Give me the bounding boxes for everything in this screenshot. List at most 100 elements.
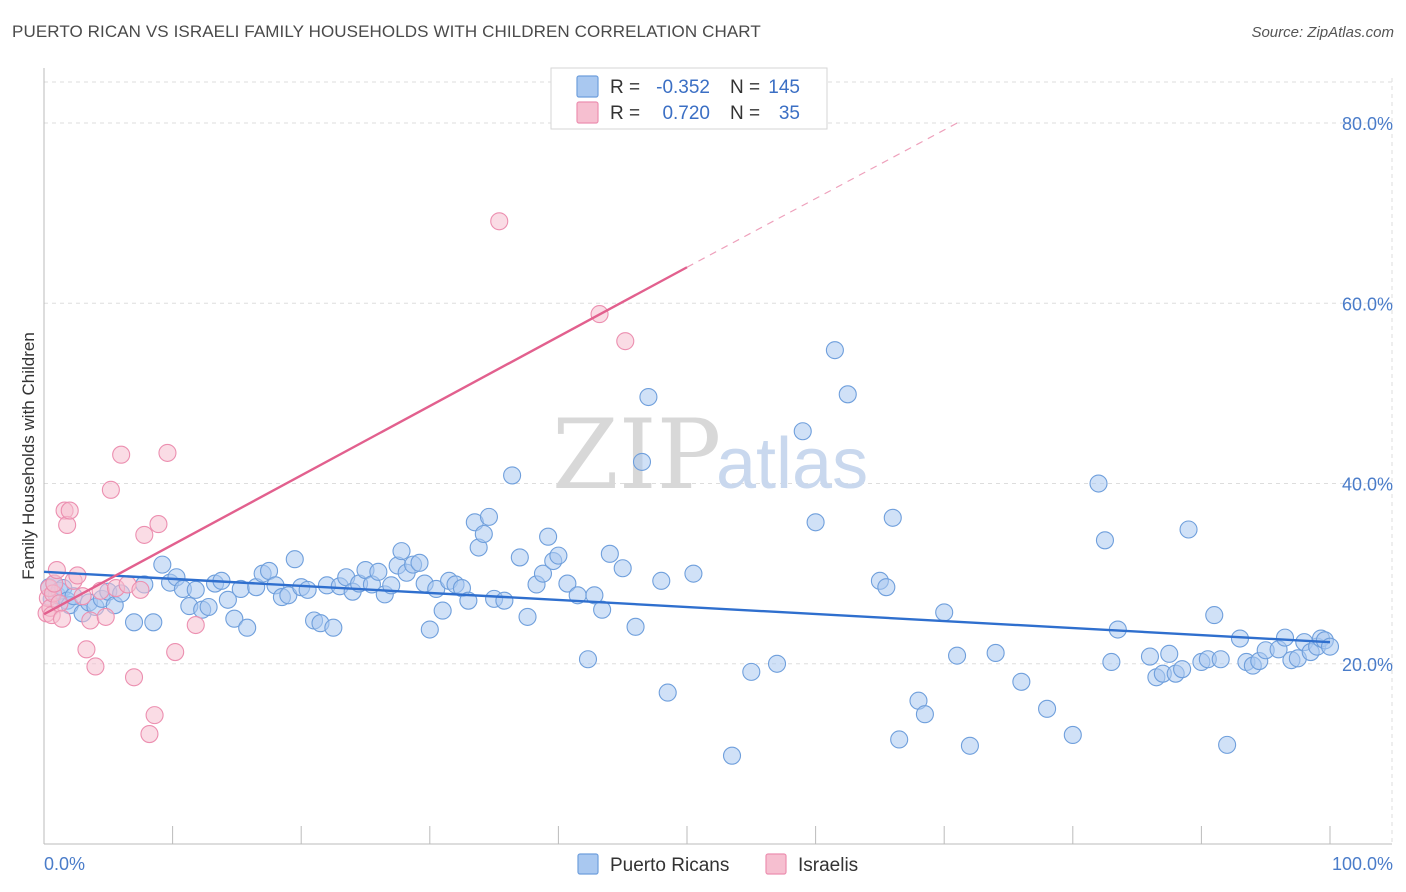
israeli-point-26 (131, 580, 150, 599)
bottom-legend-swatch-israelis (765, 853, 787, 875)
puerto-rican-point-16 (124, 613, 144, 632)
legend-r-value-puerto-ricans: -0.352 (656, 77, 710, 98)
legend-box: R = -0.352 N = 145 R = 0.720 N = 35 (550, 67, 828, 130)
israeli-point-16 (77, 640, 96, 659)
puerto-rican-point-115 (1089, 474, 1108, 493)
puerto-rican-point-93 (658, 683, 677, 702)
legend-n-value-israelis: 35 (779, 103, 800, 124)
puerto-rican-point-59 (410, 553, 429, 572)
puerto-rican-point-73 (495, 591, 514, 610)
israeli-point-25 (124, 668, 144, 687)
israeli-point-9 (52, 609, 72, 628)
puerto-rican-point-63 (433, 601, 452, 620)
israeli-point-29 (145, 706, 164, 725)
puerto-rican-point-96 (742, 662, 761, 681)
puerto-rican-point-109 (948, 646, 967, 665)
israeli-point-14 (68, 566, 87, 585)
points-layer (37, 212, 1340, 765)
puerto-rican-point-130 (1218, 735, 1237, 754)
israeli-point-20 (96, 607, 115, 626)
puerto-rican-point-122 (1160, 644, 1179, 663)
puerto-rican-point-82 (558, 574, 577, 593)
bottom-legend-label-israelis: Israelis (798, 855, 858, 876)
puerto-rican-point-78 (533, 564, 553, 583)
puerto-rican-point-108 (935, 603, 954, 622)
puerto-rican-point-107 (915, 705, 934, 724)
y-tick-label-20: 20.0% (1342, 655, 1393, 675)
puerto-rican-trend-line (43, 570, 1331, 644)
puerto-rican-point-117 (1102, 652, 1121, 672)
legend-r-label: R = (610, 77, 640, 98)
axes-layer (43, 68, 1392, 845)
puerto-rican-point-114 (1063, 725, 1082, 745)
puerto-rican-point-41 (298, 580, 317, 599)
legend-r-value-israelis: 0.720 (662, 103, 710, 124)
puerto-rican-point-91 (639, 387, 658, 407)
puerto-rican-point-111 (986, 643, 1005, 663)
y-tick-label-60: 60.0% (1342, 294, 1393, 314)
israeli-trend-line (43, 266, 688, 616)
puerto-rican-point-24 (186, 580, 205, 599)
x-tick-label-min: 0.0% (44, 854, 85, 874)
puerto-rican-point-125 (1179, 520, 1198, 539)
x-tick-label-max: 100.0% (1332, 854, 1393, 874)
puerto-rican-point-103 (877, 578, 896, 597)
puerto-rican-point-100 (825, 341, 844, 360)
puerto-rican-point-110 (960, 736, 979, 755)
israeli-point-18 (86, 657, 105, 676)
puerto-rican-point-84 (578, 650, 598, 669)
puerto-rican-point-18 (144, 613, 163, 632)
puerto-rican-point-45 (324, 618, 343, 637)
puerto-rican-point-113 (1038, 699, 1057, 718)
legend-r-label: R = (610, 103, 640, 124)
legend-n-value-puerto-ricans: 145 (768, 77, 800, 98)
israeli-point-28 (140, 725, 159, 744)
puerto-rican-point-105 (890, 730, 909, 749)
puerto-rican-point-116 (1095, 531, 1114, 550)
puerto-rican-point-85 (585, 586, 604, 605)
puerto-rican-point-74 (503, 466, 522, 485)
puerto-rican-point-30 (225, 609, 244, 628)
y-tick-label-40: 40.0% (1342, 475, 1393, 495)
israeli-point-30 (149, 515, 168, 534)
israeli-trend-line-extension (686, 122, 958, 268)
puerto-rican-point-56 (392, 542, 411, 561)
puerto-rican-point-88 (613, 559, 632, 578)
tick-label-layer: 20.0% 40.0% 60.0% 80.0% 0.0% 100.0% (44, 114, 1393, 874)
legend-n-label: N = (730, 103, 760, 124)
legend-n-label: N = (730, 77, 760, 98)
israeli-point-36 (616, 332, 635, 351)
israeli-point-32 (166, 642, 185, 662)
y-tick-label-80: 80.0% (1342, 114, 1393, 134)
puerto-rican-point-61 (420, 620, 439, 639)
puerto-rican-point-79 (539, 527, 558, 546)
israeli-point-23 (112, 445, 131, 464)
legend-swatch-puerto-ricans (576, 75, 599, 98)
puerto-rican-point-71 (479, 507, 499, 526)
puerto-rican-point-29 (218, 590, 237, 609)
bottom-legend: Puerto Ricans Israelis (577, 853, 858, 876)
puerto-rican-point-129 (1211, 650, 1230, 669)
watermark-atlas: atlas (716, 424, 868, 504)
puerto-rican-point-89 (626, 617, 645, 636)
puerto-rican-point-124 (1173, 660, 1192, 679)
israeli-point-33 (186, 615, 205, 635)
puerto-rican-point-38 (279, 586, 298, 605)
puerto-rican-point-87 (600, 544, 619, 563)
puerto-rican-point-97 (767, 654, 787, 673)
puerto-rican-point-99 (806, 513, 825, 532)
puerto-rican-point-95 (722, 746, 742, 765)
israeli-point-27 (135, 525, 154, 544)
puerto-rican-point-76 (518, 607, 537, 626)
puerto-rican-point-101 (838, 385, 857, 404)
puerto-rican-point-119 (1140, 647, 1160, 666)
puerto-rican-point-81 (549, 546, 568, 565)
puerto-rican-point-75 (510, 548, 529, 567)
puerto-rican-point-128 (1205, 606, 1224, 625)
puerto-rican-point-70 (474, 524, 493, 544)
puerto-rican-point-32 (238, 618, 257, 637)
y-axis-title: Family Households with Children (19, 332, 38, 580)
israeli-point-21 (101, 480, 120, 499)
puerto-rican-point-39 (285, 550, 304, 569)
